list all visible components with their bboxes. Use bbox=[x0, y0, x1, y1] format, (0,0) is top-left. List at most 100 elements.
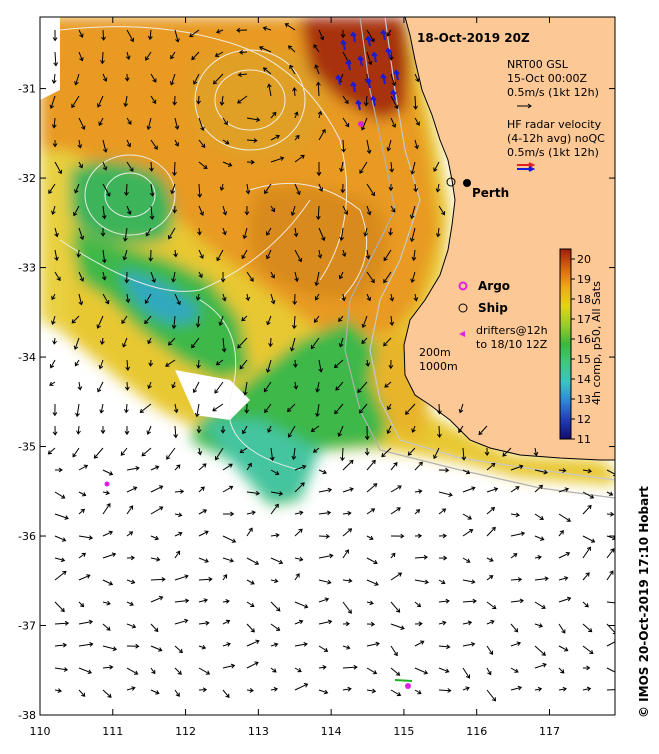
velocity-arrow bbox=[510, 464, 524, 471]
velocity-arrow bbox=[359, 403, 368, 414]
velocity-arrow bbox=[294, 482, 305, 493]
argo-legend-icon bbox=[458, 281, 468, 291]
velocity-arrow bbox=[318, 469, 327, 475]
velocity-arrow bbox=[265, 359, 272, 374]
velocity-arrow bbox=[317, 110, 323, 119]
velocity-arrow bbox=[313, 315, 320, 323]
velocity-arrow bbox=[558, 667, 565, 674]
colorbar-label: 4h comp, p50, All Sats bbox=[590, 281, 603, 405]
velocity-arrow bbox=[98, 117, 104, 126]
colorbar-tick-label: 19 bbox=[577, 273, 591, 286]
velocity-arrow bbox=[558, 686, 567, 692]
velocity-arrow bbox=[198, 644, 207, 650]
velocity-arrow bbox=[71, 315, 80, 324]
credit-text: © IMOS 20-Oct-2019 17:10 Hobart bbox=[637, 486, 651, 718]
velocity-arrow bbox=[364, 425, 370, 441]
velocity-arrow bbox=[168, 227, 176, 240]
velocity-arrow bbox=[172, 205, 178, 214]
velocity-arrow bbox=[366, 557, 378, 565]
velocity-arrow bbox=[293, 227, 299, 238]
contour-1000m bbox=[344, 17, 615, 499]
velocity-arrow bbox=[222, 511, 235, 517]
velocity-arrow bbox=[52, 425, 58, 436]
lon-tick-label: 117 bbox=[539, 725, 560, 738]
velocity-arrow bbox=[486, 619, 495, 625]
velocity-arrow bbox=[150, 623, 159, 633]
velocity-arrow bbox=[71, 95, 80, 109]
velocity-arrow bbox=[315, 205, 321, 221]
colorbar-tick-label: 20 bbox=[577, 253, 591, 266]
velocity-arrow bbox=[173, 425, 179, 439]
velocity-arrow bbox=[582, 535, 596, 543]
model-legend-line1: NRT00 GSL bbox=[507, 58, 569, 71]
velocity-arrow bbox=[126, 555, 135, 561]
velocity-arrow bbox=[335, 381, 344, 391]
velocity-arrow bbox=[145, 227, 152, 237]
velocity-arrow bbox=[363, 95, 369, 107]
velocity-arrow bbox=[407, 447, 416, 456]
velocity-arrow bbox=[54, 491, 66, 499]
velocity-arrow bbox=[51, 315, 56, 325]
velocity-arrow bbox=[390, 572, 403, 581]
colorbar-tick-label: 12 bbox=[577, 413, 591, 426]
velocity-arrow bbox=[54, 667, 69, 672]
velocity-arrow bbox=[315, 403, 320, 418]
velocity-arrow bbox=[222, 117, 228, 126]
velocity-arrow bbox=[437, 403, 442, 415]
velocity-arrow bbox=[337, 425, 344, 438]
velocity-arrow bbox=[150, 506, 164, 515]
velocity-arrow bbox=[582, 546, 591, 559]
velocity-arrow bbox=[78, 508, 85, 515]
drifters-legend-line1: drifters@12h bbox=[476, 324, 548, 337]
velocity-arrow bbox=[171, 381, 176, 389]
velocity-arrow bbox=[174, 293, 181, 306]
velocity-arrow bbox=[390, 205, 396, 213]
velocity-arrow bbox=[411, 425, 416, 433]
velocity-arrow bbox=[534, 535, 545, 541]
velocity-arrow bbox=[54, 467, 63, 473]
velocity-arrow bbox=[244, 205, 250, 216]
sst-south-orange bbox=[250, 187, 387, 300]
colorbar-tick-label: 16 bbox=[577, 333, 591, 346]
velocity-arrow bbox=[606, 511, 615, 517]
velocity-arrow bbox=[435, 227, 441, 238]
velocity-arrow bbox=[582, 468, 592, 474]
velocity-arrow bbox=[197, 227, 202, 236]
velocity-arrow bbox=[246, 601, 255, 607]
velocity-arrow bbox=[174, 464, 181, 471]
velocity-arrow bbox=[218, 315, 224, 327]
velocity-arrow bbox=[338, 271, 344, 280]
velocity-arrow bbox=[294, 556, 304, 562]
velocity-arrow bbox=[534, 513, 544, 520]
velocity-arrow bbox=[388, 227, 393, 236]
radar-arrow bbox=[355, 99, 362, 111]
velocity-arrow bbox=[383, 271, 392, 284]
velocity-arrow bbox=[99, 337, 105, 345]
argo-legend-label: Argo bbox=[478, 279, 510, 293]
velocity-arrow bbox=[197, 447, 203, 456]
velocity-arrow bbox=[73, 337, 80, 350]
velocity-arrow bbox=[409, 227, 416, 243]
velocity-arrow bbox=[51, 117, 57, 129]
radar-arrow bbox=[390, 89, 397, 101]
velocity-arrow bbox=[342, 621, 350, 627]
velocity-arrow bbox=[139, 403, 152, 413]
velocity-arrow bbox=[414, 139, 419, 150]
velocity-arrow bbox=[366, 139, 372, 155]
velocity-arrow bbox=[262, 26, 272, 31]
velocity-arrow bbox=[267, 425, 272, 433]
velocity-arrow bbox=[198, 271, 203, 279]
velocity-arrow bbox=[390, 601, 401, 613]
velocity-arrow bbox=[126, 643, 140, 649]
model-legend-line3: 0.5m/s (1kt 12h) bbox=[507, 86, 599, 99]
velocity-arrow bbox=[53, 51, 59, 67]
velocity-arrow bbox=[174, 531, 183, 537]
velocity-arrow bbox=[361, 337, 368, 345]
velocity-arrow bbox=[294, 271, 299, 283]
radar-arrow-blue-icon bbox=[517, 166, 536, 172]
velocity-arrow bbox=[246, 271, 254, 282]
velocity-arrow bbox=[214, 381, 224, 394]
velocity-arrow bbox=[486, 601, 497, 610]
velocity-arrow bbox=[534, 601, 546, 609]
velocity-arrow bbox=[197, 183, 203, 198]
